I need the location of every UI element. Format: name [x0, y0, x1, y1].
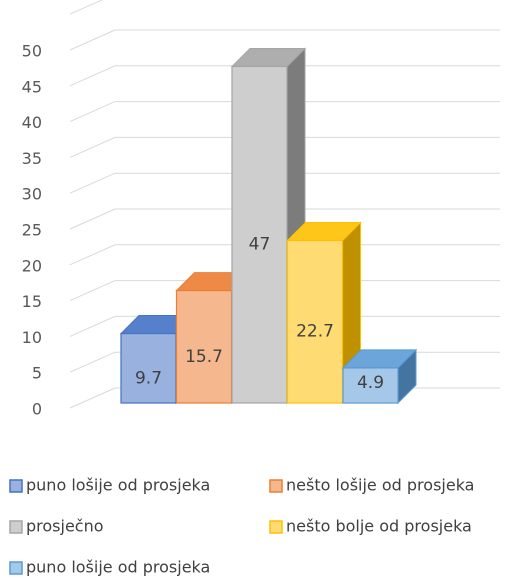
- grid-line: [69, 0, 104, 15]
- value-label: 15.7: [185, 347, 223, 367]
- y-tick-label: 50: [22, 42, 42, 61]
- grid-line: [69, 65, 500, 87]
- grid-line: [69, 136, 500, 158]
- legend-label: puno lošije od prosjeka: [26, 476, 210, 495]
- y-tick-label: 0: [32, 400, 42, 419]
- grid-line: [69, 172, 500, 194]
- y-tick-label: 35: [22, 149, 42, 168]
- grid-line: [69, 315, 500, 337]
- bar: [120, 332, 177, 404]
- grid-line: [69, 244, 500, 266]
- legend-label: puno lošije od prosjeka: [26, 558, 210, 577]
- legend-swatch: [9, 520, 23, 534]
- value-label: 9.7: [135, 368, 162, 388]
- legend-label: nešto lošije od prosjeka: [286, 476, 474, 495]
- grid-line: [69, 29, 500, 51]
- bar: [342, 367, 399, 404]
- grid-line: [69, 101, 500, 123]
- value-label: 22.7: [296, 322, 334, 342]
- y-tick-label: 30: [22, 185, 42, 204]
- value-label: 47: [249, 235, 271, 255]
- y-tick-label: 45: [22, 77, 42, 96]
- value-label: 4.9: [357, 373, 384, 393]
- legend-swatch: [269, 520, 283, 534]
- grid-line: [69, 280, 500, 302]
- legend-swatch: [9, 561, 23, 575]
- y-tick-label: 40: [22, 113, 42, 132]
- bar: [175, 289, 233, 404]
- legend-label: nešto bolje od prosjeka: [286, 517, 472, 536]
- bar: [231, 65, 288, 404]
- legend-label: prosječno: [26, 517, 104, 536]
- y-tick-label: 5: [32, 364, 42, 383]
- legend-swatch: [269, 479, 283, 493]
- y-tick-label: 25: [22, 221, 42, 240]
- bar: [286, 239, 344, 404]
- y-tick-label: 20: [22, 256, 42, 275]
- y-tick-label: 10: [22, 328, 42, 347]
- grid-line: [69, 208, 500, 230]
- legend-swatch: [9, 479, 23, 493]
- y-tick-label: 15: [22, 292, 42, 311]
